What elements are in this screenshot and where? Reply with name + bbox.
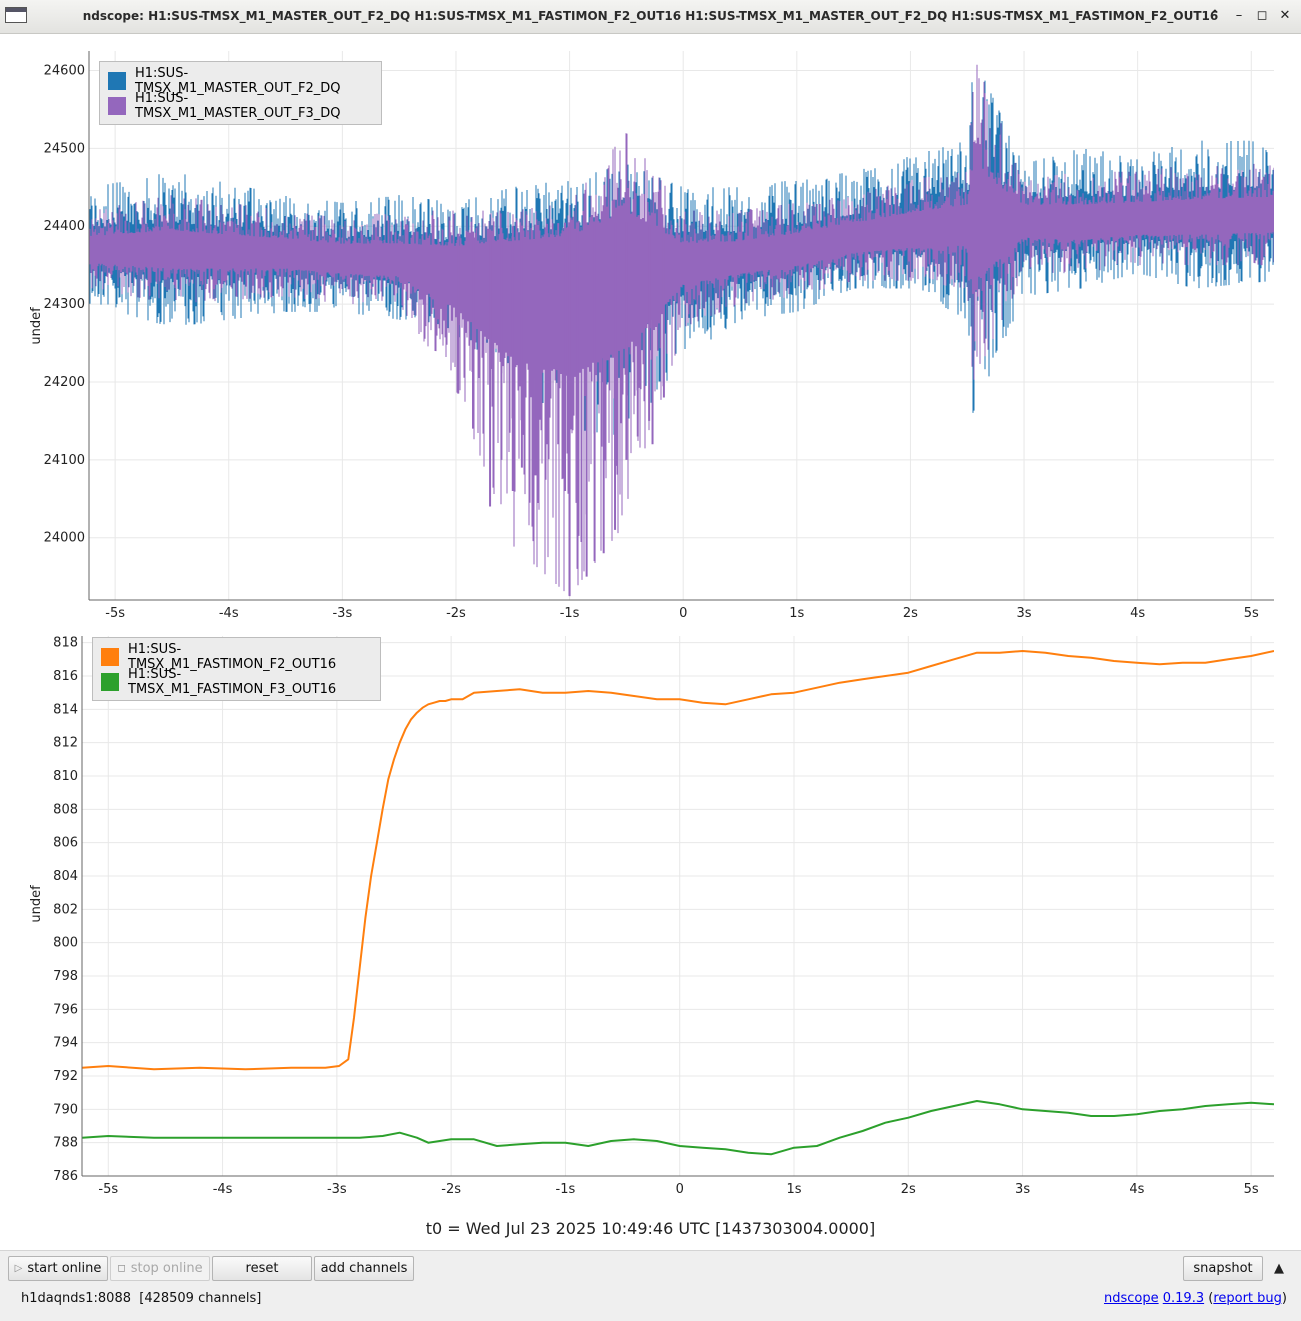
y-axis-label: undef [29, 885, 44, 923]
legend-swatch [108, 71, 126, 90]
legend-swatch [101, 672, 119, 691]
x-tick-label: -3s [332, 606, 352, 621]
y-tick-label: 790 [53, 1102, 78, 1117]
top-plot-legend[interactable]: H1:SUS-TMSX_M1_MASTER_OUT_F2_DQ H1:SUS-T… [99, 61, 382, 125]
stop-icon: ◻ [117, 1263, 126, 1274]
x-tick-label: 0 [679, 606, 687, 621]
x-tick-label: 1s [789, 606, 804, 621]
reset-label: reset [245, 1261, 279, 1276]
legend-swatch [101, 647, 119, 666]
legend-swatch [108, 96, 126, 115]
x-tick-label: 5s [1244, 1182, 1259, 1197]
y-tick-label: 798 [53, 969, 78, 984]
stop-online-label: stop online [130, 1261, 203, 1276]
x-tick-label: 4s [1129, 1182, 1144, 1197]
server-status: h1daqnds1:8088 [428509 channels] [21, 1291, 262, 1306]
x-tick-label: -2s [441, 1182, 461, 1197]
x-tick-label: 3s [1015, 1182, 1030, 1197]
x-tick-label: 5s [1244, 606, 1259, 621]
play-icon: ▷ [14, 1263, 23, 1274]
plots-canvas[interactable]: -5s -4s -3s -2s -1s 0 1s 2s 3s 4s 5s 24000 24100 2420… [0, 34, 1301, 1250]
app-window-icon[interactable] [5, 7, 27, 23]
legend-label: H1:SUS-TMSX_M1_MASTER_OUT_F2_DQ [135, 65, 341, 96]
x-tick-label: -5s [98, 1182, 118, 1197]
x-tick-label: -4s [219, 606, 239, 621]
y-tick-label: 24100 [44, 453, 85, 468]
stop-online-button[interactable]: ◻ stop online [110, 1256, 210, 1281]
series-band-1 [89, 64, 1274, 596]
series-line-0 [82, 650, 1274, 1071]
y-tick-label: 796 [53, 1002, 78, 1017]
y-tick-label: 24300 [44, 297, 85, 312]
y-axis-label: undef [29, 307, 44, 345]
bottom-plot-legend[interactable]: H1:SUS-TMSX_M1_FASTIMON_F2_OUT16 H1:SUS-… [92, 637, 381, 701]
close-icon[interactable]: ✕ [1279, 8, 1291, 23]
x-tick-label: -4s [213, 1182, 233, 1197]
x-tick-label: 2s [901, 1182, 916, 1197]
x-tick-label: 1s [786, 1182, 801, 1197]
y-tick-label: 24500 [44, 141, 85, 156]
legend-item[interactable]: H1:SUS-TMSX_M1_FASTIMON_F2_OUT16 [101, 641, 372, 672]
y-tick-label: 24400 [44, 219, 85, 234]
x-tick-label: 2s [903, 606, 918, 621]
y-tick-label: 24000 [44, 531, 85, 546]
chevron-up-icon[interactable]: ⌃ [1209, 8, 1221, 23]
legend-item[interactable]: H1:SUS-TMSX_M1_MASTER_OUT_F3_DQ [108, 90, 373, 121]
legend-label: H1:SUS-TMSX_M1_FASTIMON_F3_OUT16 [128, 666, 337, 697]
top-plot[interactable]: -5s -4s -3s -2s -1s 0 1s 2s 3s 4s 5s 24000 24100 2420… [29, 51, 1274, 621]
version-link[interactable]: 0.19.3 [1162, 1291, 1205, 1306]
window-titlebar: ndscope: H1:SUS-TMSX_M1_MASTER_OUT_F2_DQ… [0, 0, 1301, 34]
start-online-label: start online [27, 1261, 102, 1276]
minimize-icon[interactable]: – [1235, 8, 1243, 23]
ndscope-link[interactable]: ndscope [1103, 1291, 1159, 1306]
y-tick-label: 806 [53, 836, 78, 851]
y-tick-label: 810 [53, 769, 78, 784]
legend-item[interactable]: H1:SUS-TMSX_M1_FASTIMON_F3_OUT16 [101, 666, 372, 697]
y-tick-label: 794 [53, 1036, 78, 1051]
y-tick-label: 800 [53, 936, 78, 951]
add-channels-label: add channels [320, 1261, 408, 1276]
y-tick-label: 816 [53, 669, 78, 684]
y-tick-label: 802 [53, 902, 78, 917]
y-tick-label: 786 [53, 1169, 78, 1184]
x-tick-label: -1s [560, 606, 580, 621]
y-tick-label: 814 [53, 702, 78, 717]
plot-area[interactable]: -5s -4s -3s -2s -1s 0 1s 2s 3s 4s 5s 24000 24100 2420… [0, 34, 1301, 1250]
y-tick-label: 804 [53, 869, 78, 884]
snapshot-button[interactable]: snapshot [1183, 1256, 1263, 1281]
x-tick-label: -3s [327, 1182, 347, 1197]
legend-item[interactable]: H1:SUS-TMSX_M1_MASTER_OUT_F2_DQ [108, 65, 373, 96]
x-tick-label: 3s [1017, 606, 1032, 621]
x-tick-label: -2s [446, 606, 466, 621]
y-tick-label: 812 [53, 736, 78, 751]
x-tick-label: 0 [676, 1182, 684, 1197]
t0-label: t0 = Wed Jul 23 2025 10:49:46 UTC [14373… [425, 1219, 876, 1238]
y-tick-label: 24200 [44, 375, 85, 390]
series-group [89, 64, 1274, 597]
report-bug-link[interactable]: report bug [1213, 1291, 1282, 1306]
series-line-1 [82, 1100, 1274, 1156]
y-tick-label: 808 [53, 802, 78, 817]
x-tick-label: 4s [1130, 606, 1145, 621]
series-group [82, 650, 1274, 1156]
triangle-up-icon[interactable]: ▲ [1274, 1261, 1284, 1276]
x-tick-label: -5s [105, 606, 125, 621]
y-tick-label: 788 [53, 1136, 78, 1151]
y-tick-label: 24600 [44, 63, 85, 78]
start-online-button[interactable]: ▷ start online [8, 1256, 108, 1281]
window-title: ndscope: H1:SUS-TMSX_M1_MASTER_OUT_F2_DQ… [82, 9, 1219, 23]
y-tick-label: 818 [53, 636, 78, 651]
legend-label: H1:SUS-TMSX_M1_FASTIMON_F2_OUT16 [128, 641, 337, 672]
bottom-plot[interactable]: -5s -4s -3s -2s -1s 0 1s 2s 3s 4s 5s 786 788 790 792 79… [29, 636, 1274, 1197]
legend-label: H1:SUS-TMSX_M1_MASTER_OUT_F3_DQ [135, 90, 341, 121]
x-tick-label: -1s [556, 1182, 576, 1197]
y-tick-label: 792 [53, 1069, 78, 1084]
add-channels-button[interactable]: add channels [314, 1256, 414, 1281]
bottom-toolbar: ▷ start online ◻ stop online reset add c… [0, 1250, 1301, 1321]
reset-button[interactable]: reset [212, 1256, 312, 1281]
snapshot-label: snapshot [1193, 1261, 1253, 1276]
maximize-icon[interactable]: ◻ [1256, 8, 1268, 23]
version-info: ndscope 0.19.3 (report bug) [1103, 1291, 1287, 1306]
